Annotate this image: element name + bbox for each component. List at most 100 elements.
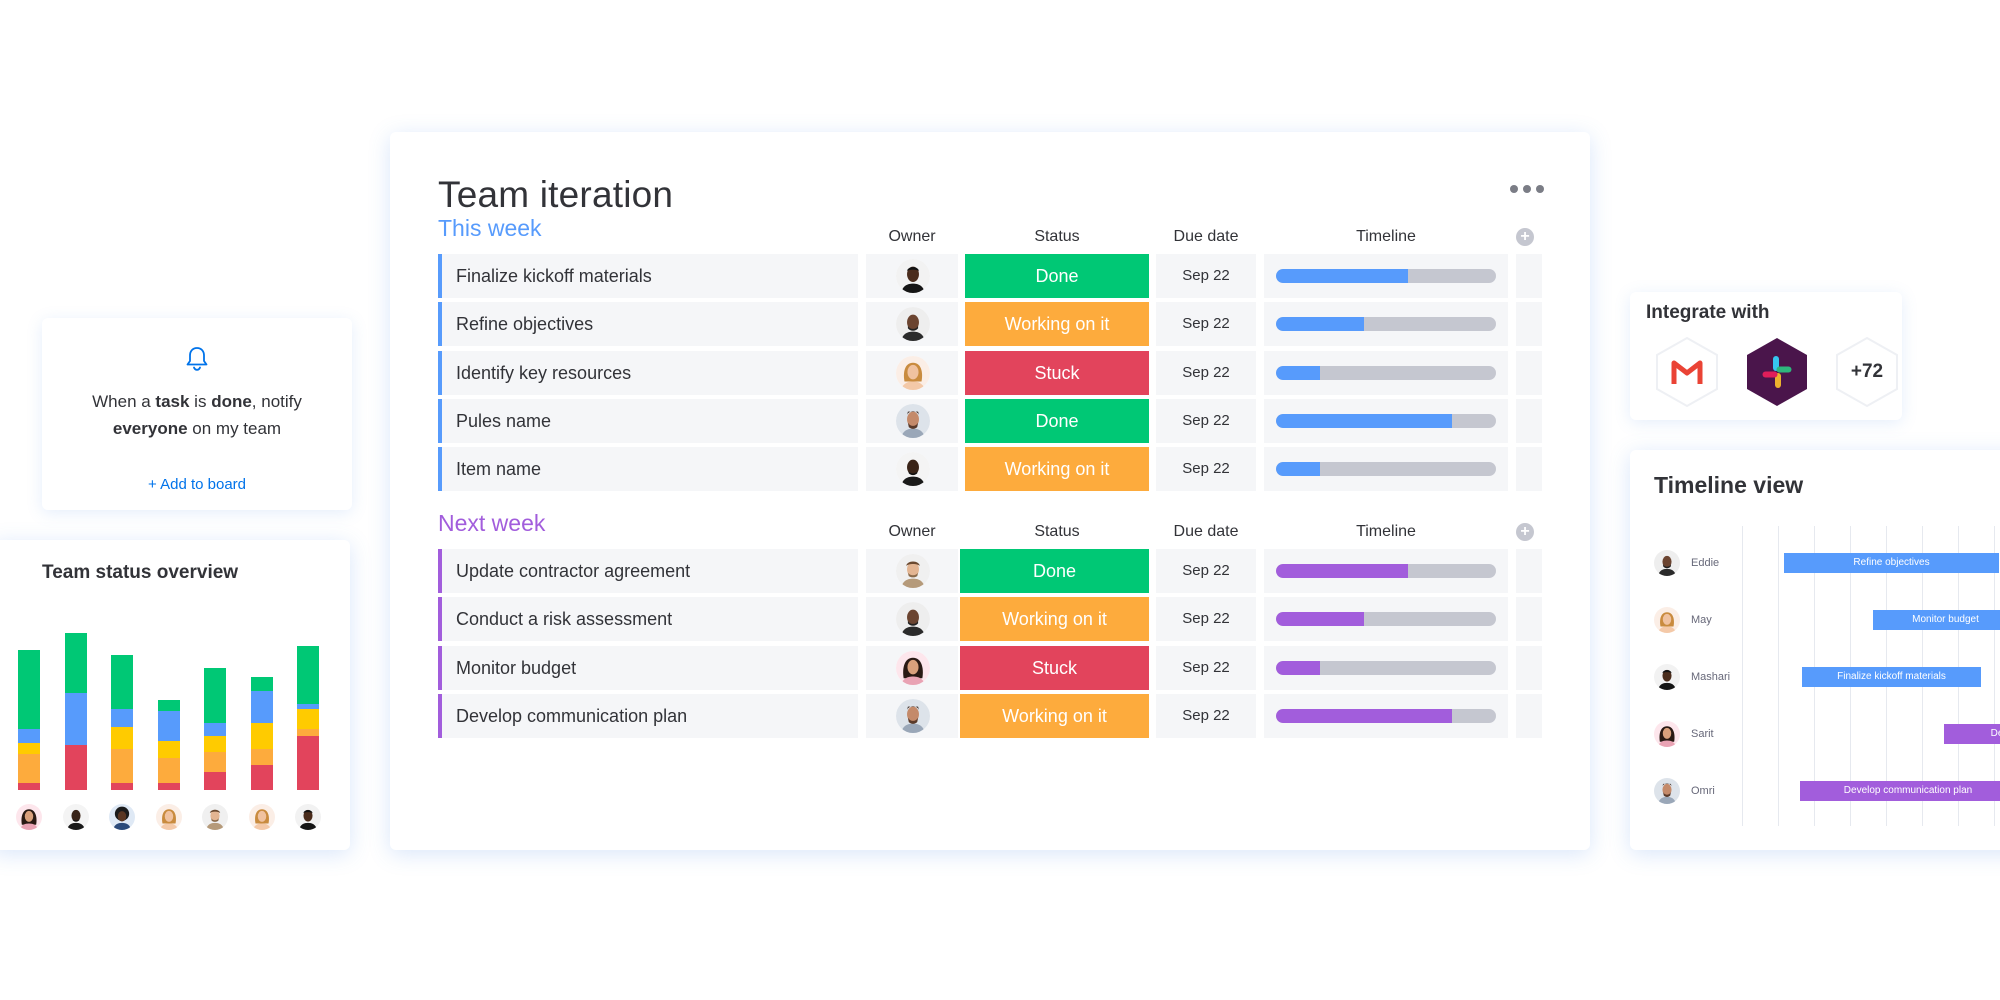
owner-avatar[interactable] (896, 554, 930, 588)
timeline-avatar[interactable] (1654, 550, 1680, 576)
timeline-cell[interactable] (1264, 350, 1508, 395)
group-title[interactable]: Next week (438, 510, 546, 536)
team-member-avatar[interactable] (16, 804, 42, 830)
timeline-task-bar[interactable]: Monitor budget (1873, 610, 2000, 630)
due-date-cell[interactable]: Sep 22 (1156, 350, 1256, 395)
item-name[interactable]: Refine objectives (456, 314, 594, 335)
team-member-avatar[interactable] (109, 804, 135, 830)
timeline-task-bar[interactable]: Finalize kickoff materials (1802, 667, 1981, 687)
owner-avatar[interactable] (896, 698, 930, 733)
due-date-cell[interactable]: Sep 22 (1156, 693, 1256, 738)
status-cell[interactable]: Working on it (965, 302, 1149, 347)
slack-icon[interactable] (1744, 336, 1810, 408)
table-row[interactable]: Identify key resources Stuck Sep 22 (438, 350, 1542, 395)
team-member-avatar[interactable] (295, 804, 321, 830)
board-card: Team iteration This week Owner Status Due d… (390, 132, 1590, 850)
item-name-cell[interactable]: Update contractor agreement (438, 549, 858, 593)
table-row[interactable]: Update contractor agreement Done Sep 22 (438, 549, 1542, 593)
due-date-cell[interactable]: Sep 22 (1156, 597, 1256, 642)
owner-avatar[interactable] (896, 602, 930, 637)
timeline-cell[interactable] (1264, 254, 1508, 298)
item-name-cell[interactable]: Pules name (438, 398, 858, 443)
add-to-board-link[interactable]: + Add to board (148, 476, 246, 493)
item-name[interactable]: Update contractor agreement (456, 561, 691, 581)
timeline-cell[interactable] (1264, 549, 1508, 593)
item-name[interactable]: Pules name (456, 410, 552, 431)
due-date-cell[interactable]: Sep 22 (1156, 302, 1256, 347)
status-cell[interactable]: Done (960, 549, 1149, 593)
table-row[interactable]: Pules name Done Sep 22 (438, 398, 1542, 443)
group-title[interactable]: This week (438, 215, 542, 241)
owner-cell[interactable] (866, 302, 958, 347)
item-name-cell[interactable]: Conduct a risk assessment (438, 597, 858, 642)
team-member-avatar[interactable] (63, 804, 89, 830)
owner-cell[interactable] (866, 645, 958, 690)
item-name-cell[interactable]: Develop communication plan (438, 693, 858, 738)
timeline-cell[interactable] (1264, 302, 1508, 347)
team-member-avatar[interactable] (156, 804, 182, 830)
owner-cell[interactable] (866, 549, 958, 593)
item-name[interactable]: Item name (456, 459, 542, 480)
timeline-cell[interactable] (1264, 645, 1508, 690)
more-integrations-badge[interactable]: +72 (1834, 336, 1900, 408)
status-cell[interactable]: Working on it (960, 693, 1149, 738)
owner-avatar[interactable] (896, 452, 930, 487)
owner-avatar[interactable] (896, 355, 930, 390)
add-column-icon[interactable]: + (1516, 523, 1534, 541)
timeline-cell[interactable] (1264, 447, 1508, 492)
add-column-icon[interactable]: + (1516, 228, 1534, 246)
item-name-cell[interactable]: Monitor budget (438, 645, 858, 690)
owner-cell[interactable] (866, 693, 958, 738)
owner-cell[interactable] (866, 447, 958, 492)
gmail-icon[interactable] (1654, 336, 1720, 408)
item-name[interactable]: Finalize kickoff materials (456, 266, 652, 286)
item-name-cell[interactable]: Finalize kickoff materials (438, 254, 858, 298)
status-cell[interactable]: Stuck (960, 645, 1149, 690)
timeline-task-bar[interactable]: Develop communication plan (1800, 781, 2000, 801)
owner-avatar[interactable] (896, 307, 930, 342)
item-name-cell[interactable]: Identify key resources (438, 350, 858, 395)
status-cell[interactable]: Stuck (965, 350, 1149, 395)
status-segment (251, 764, 273, 790)
owner-cell[interactable] (866, 398, 958, 443)
status-cell[interactable]: Working on it (965, 447, 1149, 492)
item-name[interactable]: Conduct a risk assessment (456, 609, 673, 630)
due-date-cell[interactable]: Sep 22 (1156, 447, 1256, 492)
owner-cell[interactable] (866, 597, 958, 642)
table-row[interactable]: Item name Working on it Sep 22 (438, 447, 1542, 492)
item-name[interactable]: Identify key resources (456, 362, 632, 383)
due-date-cell[interactable]: Sep 22 (1156, 549, 1256, 593)
owner-avatar[interactable] (896, 259, 930, 293)
item-name[interactable]: Develop communication plan (456, 705, 688, 726)
status-cell[interactable]: Done (965, 398, 1149, 443)
team-member-avatar[interactable] (249, 804, 275, 830)
status-cell[interactable]: Working on it (960, 597, 1149, 642)
owner-cell[interactable] (866, 254, 958, 298)
owner-avatar[interactable] (896, 650, 930, 685)
item-name-cell[interactable]: Item name (438, 447, 858, 492)
team-member-avatar[interactable] (202, 804, 228, 830)
table-row[interactable]: Monitor budget Stuck Sep 22 (438, 645, 1542, 690)
owner-avatar[interactable] (896, 403, 930, 438)
due-date-cell[interactable]: Sep 22 (1156, 254, 1256, 298)
table-row[interactable]: Conduct a risk assessment Working on it Se… (438, 597, 1542, 642)
due-date-cell[interactable]: Sep 22 (1156, 398, 1256, 443)
table-row[interactable]: Develop communication plan Working on it S… (438, 693, 1542, 738)
timeline-task-bar[interactable]: Develop (1944, 724, 2000, 744)
table-row[interactable]: Finalize kickoff materials Done Sep 22 (438, 254, 1542, 298)
timeline-avatar[interactable] (1654, 721, 1680, 747)
item-name-cell[interactable]: Refine objectives (438, 302, 858, 347)
timeline-avatar[interactable] (1654, 778, 1680, 804)
timeline-cell[interactable] (1264, 597, 1508, 642)
timeline-task-bar[interactable]: Refine objectives (1784, 553, 1999, 573)
item-name[interactable]: Monitor budget (456, 657, 577, 678)
timeline-avatar[interactable] (1654, 664, 1680, 690)
timeline-cell[interactable] (1264, 398, 1508, 443)
more-options-icon[interactable] (1510, 184, 1544, 194)
owner-cell[interactable] (866, 350, 958, 395)
timeline-cell[interactable] (1264, 693, 1508, 738)
table-row[interactable]: Refine objectives Working on it Sep 22 (438, 302, 1542, 347)
due-date-cell[interactable]: Sep 22 (1156, 645, 1256, 690)
status-cell[interactable]: Done (965, 254, 1149, 298)
timeline-avatar[interactable] (1654, 607, 1680, 633)
